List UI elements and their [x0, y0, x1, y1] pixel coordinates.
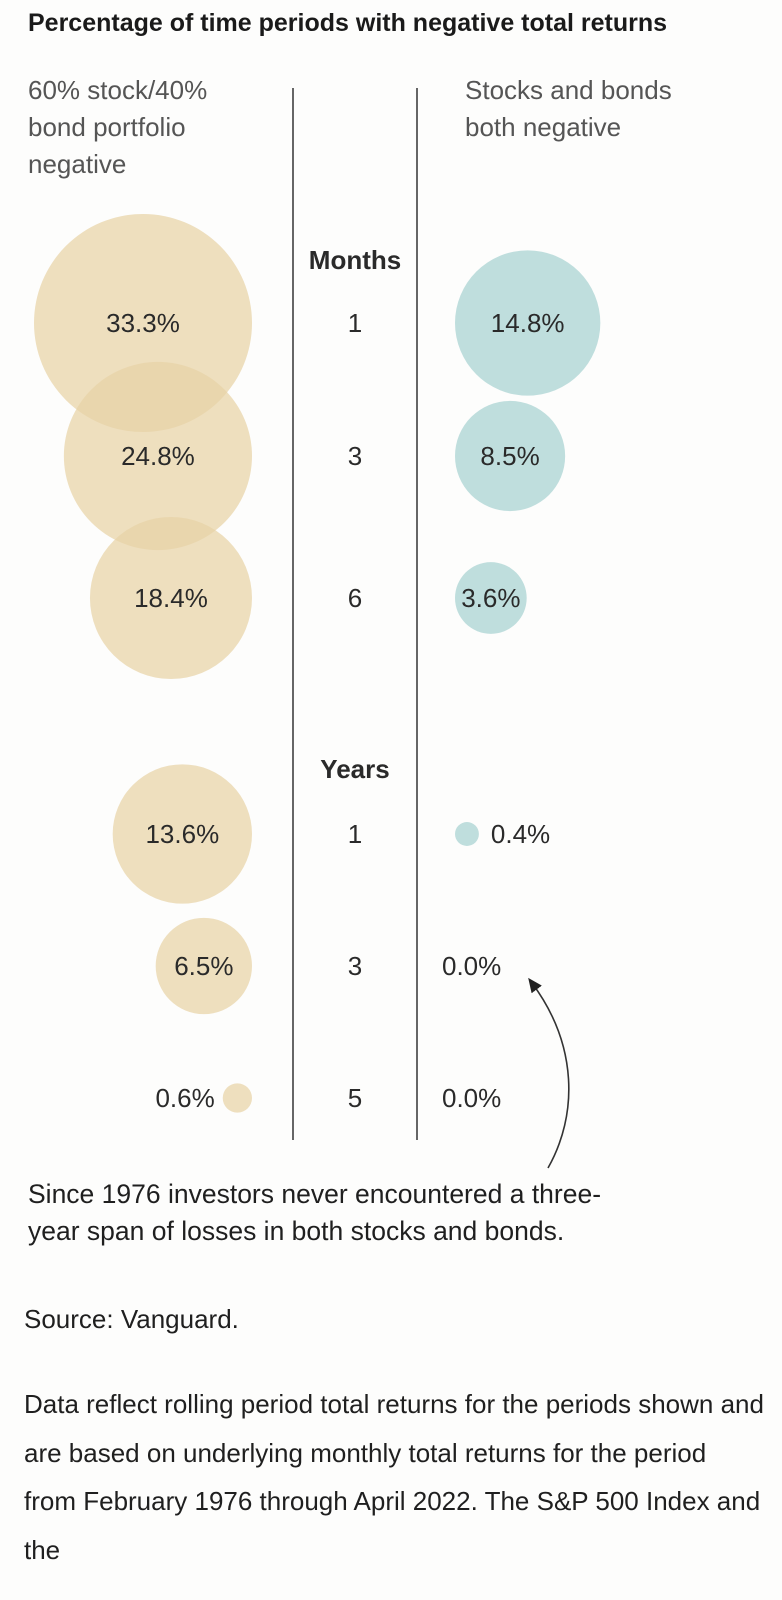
portfolio-value-label-years-3: 6.5%: [174, 951, 233, 981]
chart-title: Percentage of time periods with negative…: [28, 9, 668, 37]
period-label-months-1: 1: [348, 308, 362, 338]
both-bubble-months-1: [455, 250, 601, 396]
left-divider-line: [292, 88, 294, 1140]
portfolio-bubble-years-1: [112, 764, 252, 904]
period-label-years-1: 1: [348, 819, 362, 849]
both-value-label-years-5: 0.0%: [442, 1083, 501, 1113]
right-column-header: Stocks and bonds both negative: [465, 75, 672, 142]
annotation-arrow: [528, 977, 570, 1169]
both-bubble-months-3: [455, 400, 566, 512]
portfolio-bubble-years-3: [155, 917, 252, 1015]
period-label-months-3: 3: [348, 441, 362, 471]
bubble-chart: Months Years 1 33.3% 14.8% 3 24.8% 8.5% 6 18.4% 3.…: [34, 214, 601, 1169]
both-value-label-years-1: 0.4%: [491, 819, 550, 849]
portfolio-value-label-months-6: 18.4%: [134, 583, 208, 613]
both-bubble-months-6: [455, 562, 527, 634]
portfolio-bubble-months-6: [89, 516, 252, 680]
portfolio-value-label-years-1: 13.6%: [145, 819, 219, 849]
both-value-label-months-3: 8.5%: [480, 441, 539, 471]
portfolio-bubble-months-3: [63, 361, 253, 551]
both-value-label-years-3: 0.0%: [442, 951, 501, 981]
period-label-years-3: 3: [348, 951, 362, 981]
portfolio-value-label-months-1: 33.3%: [106, 308, 180, 338]
portfolio-bubble-years-5: [222, 1083, 253, 1113]
portfolio-value-label-years-5: 0.6%: [155, 1083, 214, 1113]
left-column-header: 60% stock/40% bond portfolio negative: [28, 75, 208, 179]
footnote-text: Data reflect rolling period total return…: [24, 1389, 764, 1565]
group-header-months: Months: [309, 245, 401, 275]
group-header-years: Years: [320, 754, 389, 784]
both-value-label-months-1: 14.8%: [491, 308, 565, 338]
period-label-years-5: 5: [348, 1083, 362, 1113]
both-bubble-years-1: [455, 822, 479, 846]
period-label-months-6: 6: [348, 583, 362, 613]
portfolio-value-label-months-3: 24.8%: [121, 441, 195, 471]
both-value-label-months-6: 3.6%: [461, 583, 520, 613]
source-line: Source: Vanguard.: [24, 1304, 239, 1334]
right-divider-line: [416, 88, 418, 1140]
annotation-text: Since 1976 investors never encountered a…: [28, 1179, 602, 1246]
